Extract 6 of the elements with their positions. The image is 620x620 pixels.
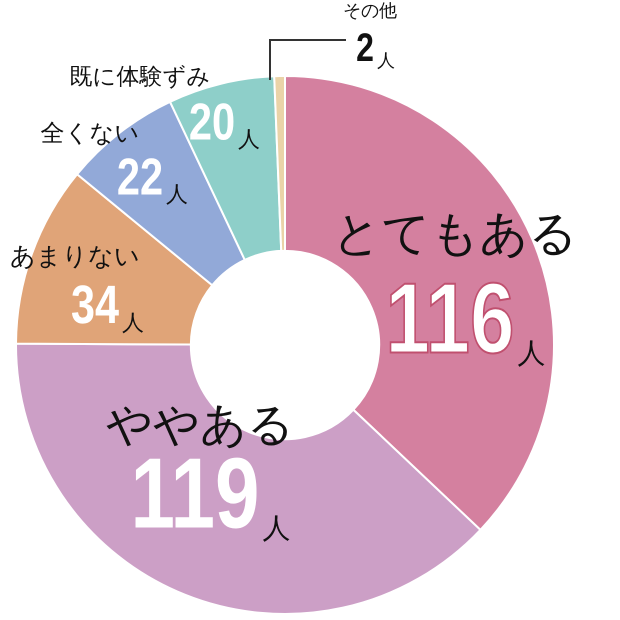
slice-label: あまりない xyxy=(10,242,140,270)
slice-label: 既に体験ずみ xyxy=(70,64,210,90)
data-label: 116人 xyxy=(385,263,546,375)
slice-label: 全くない xyxy=(40,119,140,148)
slice-label: その他 xyxy=(343,0,397,22)
slice-label: とてもある xyxy=(332,205,578,262)
